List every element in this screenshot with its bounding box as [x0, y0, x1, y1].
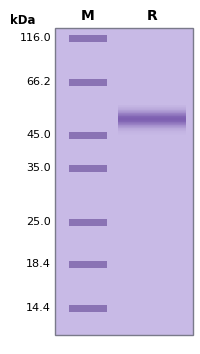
Bar — [118, 120, 186, 121]
Bar — [118, 128, 186, 129]
Bar — [118, 133, 186, 134]
Bar — [55, 28, 193, 335]
Bar — [118, 112, 186, 113]
Bar — [118, 119, 186, 120]
Bar — [69, 79, 107, 86]
Bar — [118, 124, 186, 125]
Bar — [69, 131, 107, 138]
Text: kDa: kDa — [10, 13, 36, 27]
Bar — [118, 125, 186, 126]
Bar — [118, 115, 186, 116]
Bar — [69, 218, 107, 225]
Text: 35.0: 35.0 — [26, 163, 51, 173]
Bar — [118, 117, 186, 118]
Bar — [118, 123, 186, 124]
Bar — [118, 121, 186, 122]
Bar — [69, 261, 107, 268]
Bar — [118, 127, 186, 128]
Bar — [118, 110, 186, 111]
Text: R: R — [147, 9, 157, 23]
Text: 116.0: 116.0 — [19, 33, 51, 43]
Bar — [69, 165, 107, 171]
Text: 66.2: 66.2 — [26, 77, 51, 87]
Text: 14.4: 14.4 — [26, 303, 51, 313]
Bar — [118, 126, 186, 127]
Bar — [118, 129, 186, 130]
Bar — [118, 114, 186, 115]
Bar — [118, 105, 186, 106]
Bar — [118, 109, 186, 110]
Bar — [118, 122, 186, 123]
Bar — [118, 108, 186, 109]
Bar — [118, 118, 186, 119]
Text: 45.0: 45.0 — [26, 130, 51, 140]
Text: M: M — [81, 9, 95, 23]
Bar — [118, 131, 186, 132]
Bar — [118, 111, 186, 112]
Bar — [118, 134, 186, 135]
Bar — [118, 107, 186, 108]
Bar — [69, 304, 107, 312]
Text: 18.4: 18.4 — [26, 259, 51, 269]
Text: 25.0: 25.0 — [26, 217, 51, 227]
Bar — [118, 106, 186, 107]
Bar — [118, 130, 186, 131]
Bar — [118, 116, 186, 117]
Bar — [118, 113, 186, 114]
Bar — [69, 34, 107, 41]
Bar — [118, 132, 186, 133]
